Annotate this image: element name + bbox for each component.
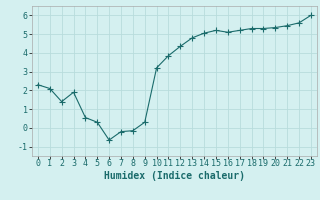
X-axis label: Humidex (Indice chaleur): Humidex (Indice chaleur) (104, 171, 245, 181)
